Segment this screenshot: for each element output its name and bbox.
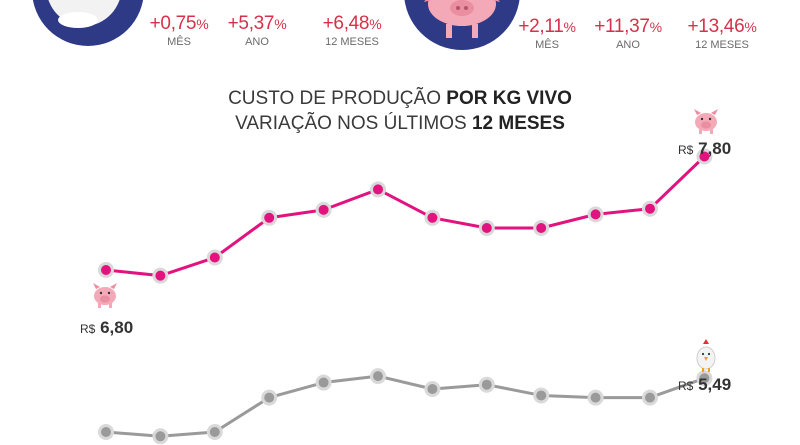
data-point-chicken-7 [478, 376, 495, 393]
chicken-end-price-label: R$ 5,49 [678, 375, 732, 394]
data-point-chicken-10 [642, 389, 658, 406]
data-point-chicken-1 [152, 428, 169, 445]
data-point-pig-5 [370, 181, 386, 198]
data-point-pig-6 [424, 209, 441, 226]
chicken-badge-icon [32, 0, 144, 46]
data-point-pig-3 [261, 209, 278, 226]
data-point-pig-11 [696, 148, 713, 165]
data-point-chicken-0 [98, 424, 114, 440]
data-point-chicken-2 [206, 424, 223, 440]
data-point-pig-10 [642, 200, 658, 217]
data-point-pig-0 [98, 262, 114, 278]
data-point-pig-9 [587, 206, 604, 223]
data-point-chicken-11 [696, 370, 713, 387]
pig-stat-year: +11,37% ANO [594, 16, 662, 51]
chicken-stat-year: +5,37% ANO [227, 13, 287, 48]
data-point-chicken-8 [533, 387, 550, 404]
pig-icon [93, 283, 117, 308]
chicken-stat-12-months: +6,48% 12 MESES [322, 13, 382, 48]
pig-stat-12-months: +13,46% 12 MESES [687, 16, 757, 51]
chicken-stat-month: +0,75% MÊS [149, 13, 209, 48]
pig-start-price-label: R$ 6,80 [80, 318, 134, 337]
data-point-pig-2 [206, 249, 223, 266]
data-point-pig-7 [478, 220, 495, 237]
data-point-chicken-6 [424, 381, 441, 397]
data-point-pig-8 [533, 220, 550, 237]
data-point-pig-4 [315, 201, 332, 218]
chart-title: CUSTO DE PRODUÇÃO POR KG VIVO [228, 88, 572, 109]
chart-subtitle: VARIAÇÃO NOS ÚLTIMOS 12 MESES [235, 113, 565, 134]
data-point-chicken-9 [587, 389, 604, 406]
series-line-chicken [105, 374, 705, 438]
pig-icon [694, 109, 718, 134]
chicken-icon [696, 339, 716, 372]
data-point-chicken-3 [261, 389, 278, 406]
line-chart [98, 148, 713, 445]
data-point-chicken-5 [370, 368, 386, 385]
series-line-pig [105, 155, 706, 278]
data-point-chicken-4 [315, 374, 332, 391]
pig-end-price-label: R$ 7,80 [678, 139, 732, 158]
data-point-pig-1 [152, 267, 169, 284]
pig-badge-icon [404, 0, 520, 50]
pig-stat-month: +2,11% MÊS [518, 16, 576, 51]
